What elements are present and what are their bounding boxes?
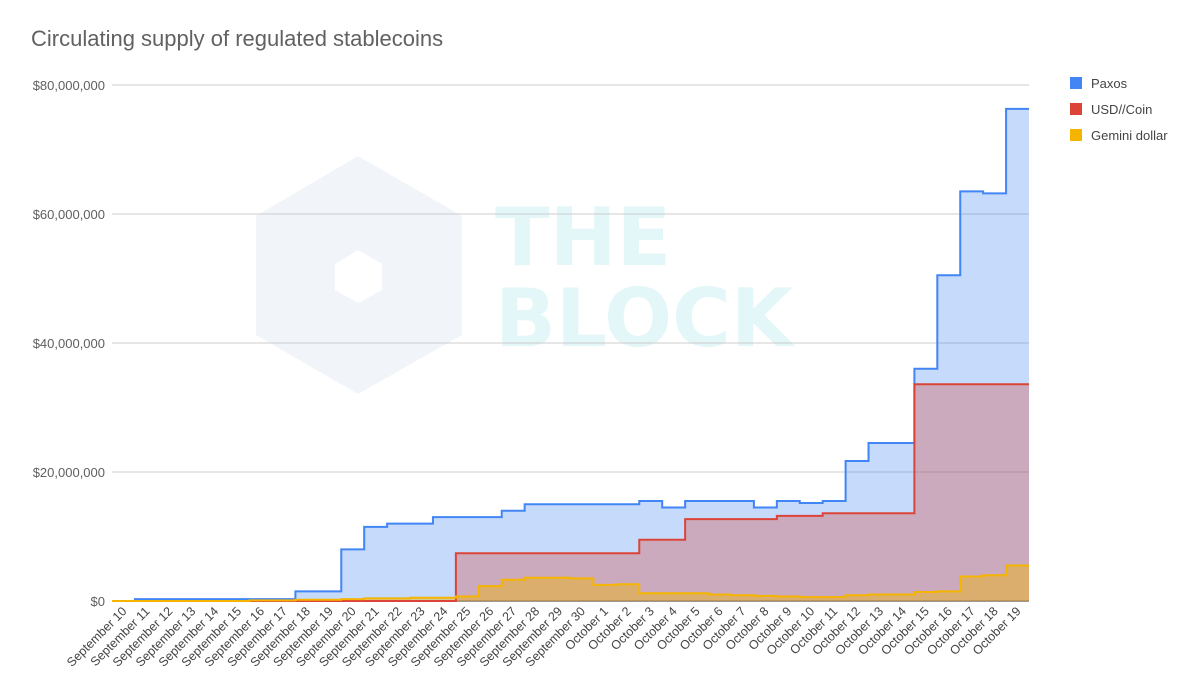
watermark-text-line2: BLOCK xyxy=(495,272,796,365)
area-usd-coin xyxy=(112,384,1029,601)
area-paxos xyxy=(112,108,1029,602)
line-gemini-dollar xyxy=(112,564,1029,602)
series-areas xyxy=(112,108,1029,602)
y-tick-label: $80,000,000 xyxy=(33,78,105,93)
chart-title: Circulating supply of regulated stableco… xyxy=(31,26,444,51)
legend-label: USD//Coin xyxy=(1091,101,1153,117)
line-paxos xyxy=(112,107,1029,602)
watermark-logo-inner-hexagon xyxy=(335,250,382,303)
watermark: THE BLOCK xyxy=(256,156,796,394)
series-lines xyxy=(112,107,1029,602)
legend-item-usdcoin[interactable]: USD//Coin xyxy=(1070,100,1168,118)
watermark-text-line1: THE xyxy=(495,191,671,284)
legend: Paxos USD//Coin Gemini dollar xyxy=(1070,74,1168,152)
y-axis-ticks: $0 $20,000,000 $40,000,000 $60,000,000 $80,0… xyxy=(33,78,105,609)
y-tick-label: $20,000,000 xyxy=(33,465,105,480)
legend-item-paxos[interactable]: Paxos xyxy=(1070,74,1168,92)
legend-swatch-paxos xyxy=(1070,77,1082,89)
y-tick-label: $0 xyxy=(91,594,105,609)
legend-swatch-gemini-dollar xyxy=(1070,129,1082,141)
y-tick-label: $60,000,000 xyxy=(33,207,105,222)
area-gemini-dollar xyxy=(112,565,1029,601)
legend-swatch-usdcoin xyxy=(1070,103,1082,115)
legend-item-gemini-dollar[interactable]: Gemini dollar xyxy=(1070,126,1168,144)
y-tick-label: $40,000,000 xyxy=(33,336,105,351)
legend-label: Gemini dollar xyxy=(1091,127,1168,143)
legend-label: Paxos xyxy=(1091,75,1128,91)
